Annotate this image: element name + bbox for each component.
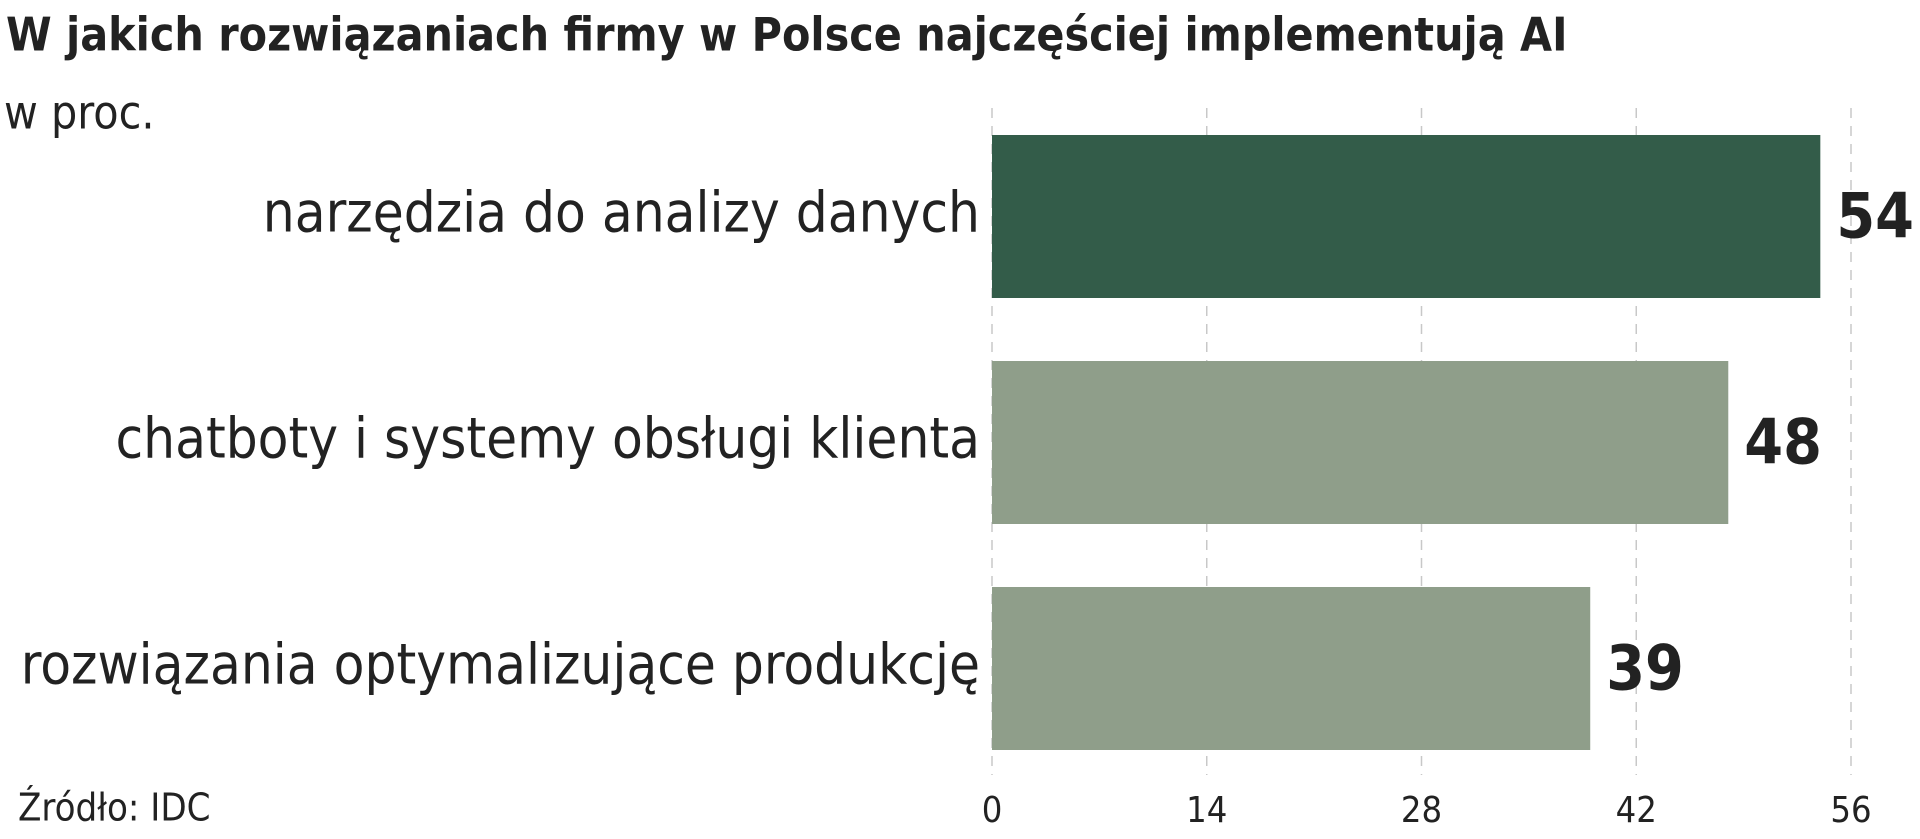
x-tick-label: 42 — [1616, 790, 1657, 831]
chart-title: W jakich rozwiązaniach firmy w Polsce na… — [6, 8, 1567, 62]
chart-subtitle: w proc. — [4, 86, 154, 140]
bar — [992, 587, 1591, 750]
value-label: 39 — [1606, 632, 1684, 705]
category-label: narzędzia do analizy danych — [263, 181, 980, 246]
value-label: 48 — [1744, 406, 1822, 479]
category-label: chatboty i systemy obsługi klienta — [115, 407, 980, 472]
x-tick-label: 14 — [1186, 790, 1227, 831]
bar — [992, 361, 1729, 524]
value-label: 54 — [1836, 180, 1914, 253]
category-label: rozwiązania optymalizujące produkcję — [21, 633, 980, 698]
x-tick-label: 0 — [982, 790, 1003, 831]
bar — [992, 135, 1821, 298]
source: Źródło: IDC — [18, 786, 211, 830]
x-tick-label: 56 — [1830, 790, 1871, 831]
x-tick-label: 28 — [1401, 790, 1442, 831]
